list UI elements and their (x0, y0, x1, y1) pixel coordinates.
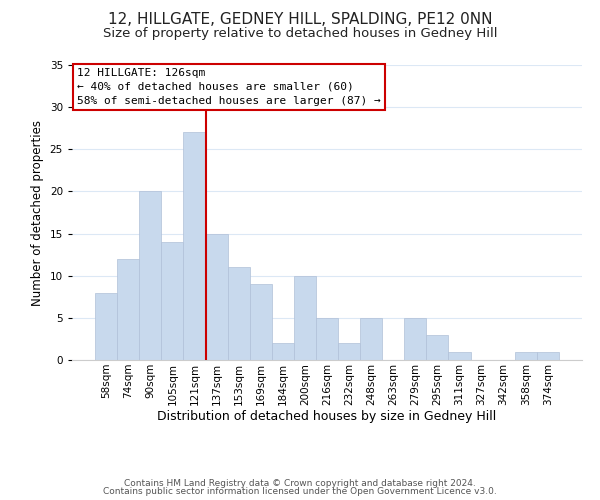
Text: 12, HILLGATE, GEDNEY HILL, SPALDING, PE12 0NN: 12, HILLGATE, GEDNEY HILL, SPALDING, PE1… (108, 12, 492, 28)
Bar (360, 318, 382, 360)
Bar (161, 242, 184, 360)
Bar (272, 343, 294, 360)
Text: Size of property relative to detached houses in Gedney Hill: Size of property relative to detached ho… (103, 28, 497, 40)
Bar (537, 352, 559, 360)
Bar (294, 276, 316, 360)
Bar (404, 318, 427, 360)
Text: Contains HM Land Registry data © Crown copyright and database right 2024.: Contains HM Land Registry data © Crown c… (124, 478, 476, 488)
Bar (95, 292, 117, 360)
Bar (338, 343, 360, 360)
Bar (250, 284, 272, 360)
X-axis label: Distribution of detached houses by size in Gedney Hill: Distribution of detached houses by size … (157, 410, 497, 424)
Bar (316, 318, 338, 360)
Bar (184, 132, 206, 360)
Text: Contains public sector information licensed under the Open Government Licence v3: Contains public sector information licen… (103, 487, 497, 496)
Bar (515, 352, 537, 360)
Bar (448, 352, 470, 360)
Bar (139, 192, 161, 360)
Text: 12 HILLGATE: 126sqm
← 40% of detached houses are smaller (60)
58% of semi-detach: 12 HILLGATE: 126sqm ← 40% of detached ho… (77, 68, 381, 106)
Bar (427, 334, 448, 360)
Bar (117, 259, 139, 360)
Bar (227, 268, 250, 360)
Y-axis label: Number of detached properties: Number of detached properties (31, 120, 44, 306)
Bar (206, 234, 227, 360)
